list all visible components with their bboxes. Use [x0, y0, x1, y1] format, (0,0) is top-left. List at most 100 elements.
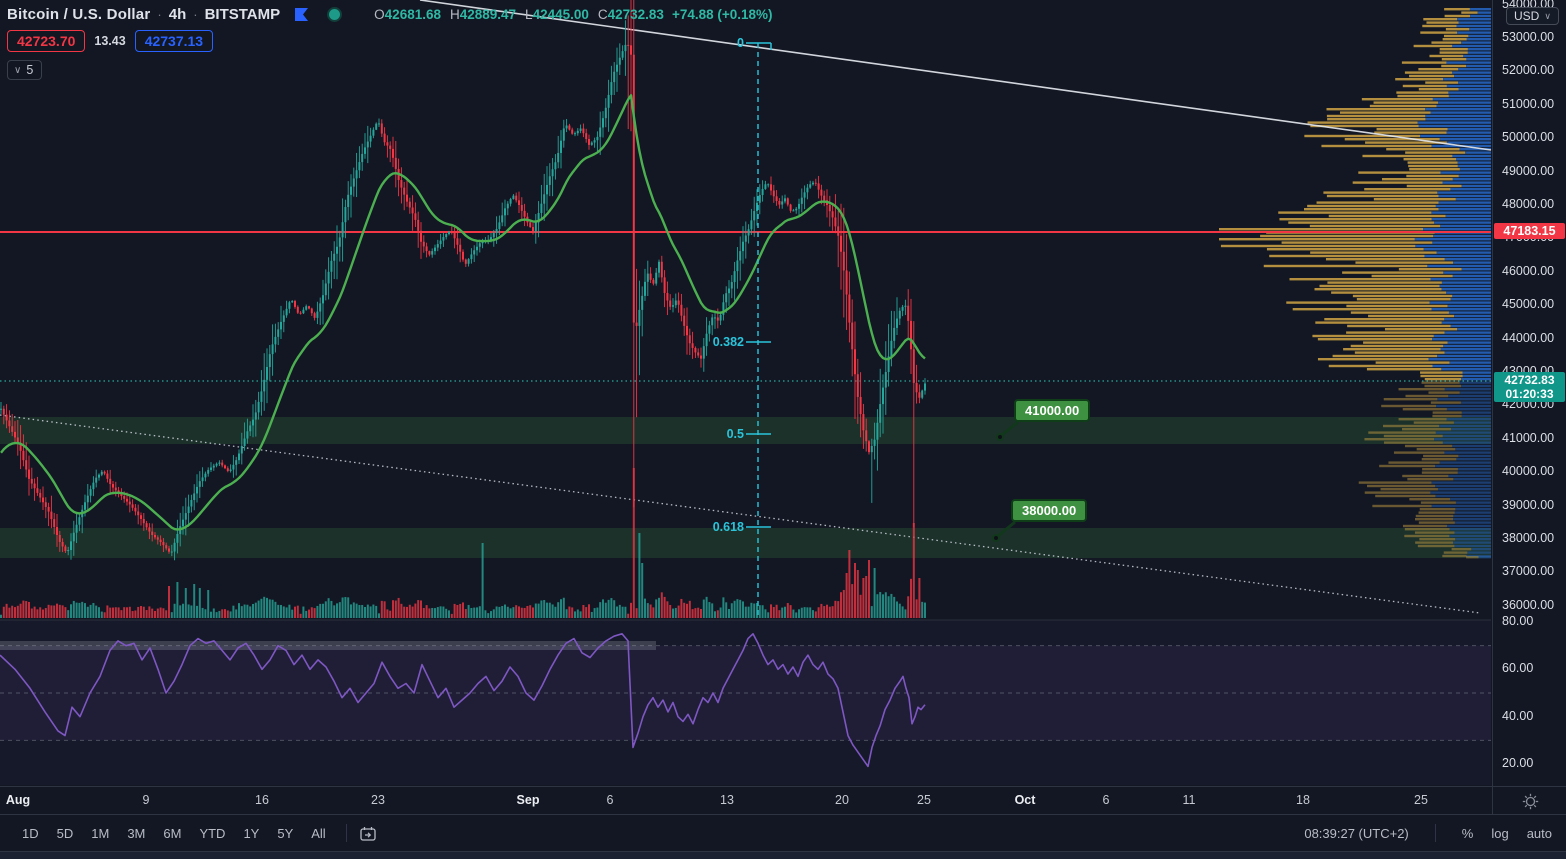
volume-layer [0, 468, 926, 618]
price-axis-label: 54000.00 [1502, 0, 1555, 11]
time-axis[interactable]: Aug 9 16 23 Sep 6 13 20 25 Oct 6 11 18 25 [0, 786, 1566, 815]
bottom-toolbar: 1D 5D 1M 3M 6M YTD 1Y 5Y All 08:39:27 (UTC+2) % … [0, 814, 1566, 851]
price-axis-label: 45000.00 [1502, 297, 1555, 312]
callout-anchor-dot [996, 433, 1004, 441]
symbol-title[interactable]: Bitcoin / U.S. Dollar [7, 6, 151, 23]
rsi-axis-label: 40.00 [1502, 708, 1534, 723]
range-button-ytd[interactable]: YTD [199, 825, 226, 841]
time-axis-label: Oct [1014, 793, 1036, 807]
clock-label[interactable]: 08:39:27 (UTC+2) [1304, 825, 1409, 841]
volume-profile-layer [1219, 8, 1491, 559]
range-button-5y[interactable]: 5Y [277, 825, 294, 841]
support-zones-layer[interactable] [0, 417, 1491, 558]
chevron-down-icon: ∨ [1544, 10, 1551, 21]
callout-tail [997, 520, 1016, 538]
price-axis-label: 40000.00 [1502, 464, 1555, 479]
time-axis-label: 13 [720, 793, 734, 807]
price-axis[interactable]: USD ∨ 47183.15 42732.83 01:20:33 54000.0… [1492, 0, 1566, 786]
fib-retracement[interactable] [746, 42, 772, 618]
market-status-icon[interactable] [327, 7, 343, 22]
callout-anchor-dot [992, 534, 1000, 542]
exchange-label[interactable]: BITSTAMP [204, 6, 281, 23]
time-axis-label: 20 [835, 793, 849, 807]
axis-settings-corner[interactable] [1492, 787, 1566, 815]
range-button-all[interactable]: All [311, 825, 326, 841]
time-axis-label: Aug [5, 793, 31, 807]
price-axis-label: 36000.00 [1502, 597, 1555, 612]
time-axis-label: 6 [606, 793, 614, 807]
sell-button[interactable]: 42723.70 [7, 30, 86, 52]
rsi-line[interactable] [0, 633, 926, 768]
price-axis-label: 51000.00 [1502, 96, 1555, 111]
price-axis-label: 41000.00 [1502, 430, 1555, 445]
rsi-axis-label: 80.00 [1502, 614, 1534, 628]
price-callout-label[interactable]: 41000.00 [1014, 399, 1091, 422]
price-callout-label[interactable]: 38000.00 [1011, 499, 1088, 522]
price-axis-label: 53000.00 [1502, 30, 1555, 44]
change-value: +74.88 (+0.18%) [671, 7, 773, 22]
time-axis-label: 11 [1182, 793, 1196, 807]
calendar-icon [360, 827, 376, 841]
range-button-1y[interactable]: 1Y [243, 825, 260, 841]
last-price-value: 42732.83 [1504, 373, 1555, 387]
candles-layer [0, 0, 926, 561]
rsi-axis-label: 20.00 [1502, 756, 1534, 770]
gear-icon [1522, 793, 1538, 809]
alert-price-label: 47183.15 [1494, 223, 1565, 239]
callout-tail [1001, 420, 1019, 437]
object-tree-toggle[interactable]: ∨ 5 [7, 60, 43, 80]
price-axis-label: 44000.00 [1502, 330, 1555, 345]
price-axis-label: 48000.00 [1502, 197, 1555, 211]
fib-level-label: 0.382 [712, 335, 744, 349]
price-axis-label: 38000.00 [1502, 531, 1555, 545]
time-axis-label: 23 [371, 793, 385, 807]
log-scale-button[interactable]: log [1491, 825, 1509, 841]
toolbar-right: 08:39:27 (UTC+2) % log auto [1304, 824, 1552, 842]
ohlc-values: O42681.68 H42889.47 L42445.00 C42732.83 [374, 7, 664, 22]
range-buttons: 1D 5D 1M 3M 6M YTD 1Y 5Y All [14, 823, 377, 844]
price-axis-label: 49000.00 [1502, 163, 1555, 178]
rsi-band-fill [0, 645, 1491, 741]
bid-ask-row: 42723.70 13.43 42737.13 [7, 30, 214, 52]
range-button-6m[interactable]: 6M [163, 825, 182, 841]
price-axis-label: 52000.00 [1502, 63, 1555, 78]
time-axis-label: Sep [516, 793, 540, 807]
range-button-3m[interactable]: 3M [127, 825, 146, 841]
rsi-highlight-zone[interactable] [0, 641, 656, 650]
time-axis-label: 25 [1414, 793, 1428, 807]
toolbar-divider [1434, 824, 1436, 842]
time-axis-label: 6 [1102, 793, 1110, 807]
fib-level-label: 0.618 [712, 520, 744, 534]
price-axis-label: 50000.00 [1502, 130, 1555, 145]
range-button-5d[interactable]: 5D [56, 825, 74, 841]
separator-dot: · [157, 7, 162, 22]
moving-average-line[interactable] [0, 94, 926, 531]
buy-button[interactable]: 42737.13 [134, 30, 214, 52]
fib-level-label: 0 [737, 36, 744, 50]
spread-value: 13.43 [94, 34, 126, 48]
flag-icon[interactable] [294, 7, 309, 22]
price-axis-label: 37000.00 [1502, 564, 1555, 579]
close-value: 42732.83 [607, 7, 664, 22]
percent-scale-button[interactable]: % [1461, 825, 1474, 841]
trendline-upper[interactable] [419, 0, 1492, 151]
rsi-axis-label: 60.00 [1502, 661, 1534, 676]
price-axis-label: 46000.00 [1502, 263, 1555, 278]
go-to-date-button[interactable] [359, 823, 377, 843]
low-value: 42445.00 [532, 7, 589, 22]
currency-dropdown[interactable]: USD ∨ [1506, 7, 1559, 25]
auto-scale-button[interactable]: auto [1526, 825, 1552, 841]
range-button-1m[interactable]: 1M [91, 825, 110, 841]
time-axis-label: 16 [255, 793, 269, 807]
symbol-legend: Bitcoin / U.S. Dollar · 4h · BITSTAMP O4… [7, 6, 773, 23]
interval-label[interactable]: 4h [168, 6, 187, 23]
main-chart-canvas[interactable] [0, 0, 1492, 786]
trendline-lower-dotted[interactable] [0, 414, 1481, 614]
separator-dot: · [193, 7, 198, 22]
fib-level-label: 0.5 [726, 427, 744, 441]
toolbar-divider [345, 824, 347, 842]
range-button-1d[interactable]: 1D [22, 825, 39, 841]
window-bottom-strip [0, 851, 1566, 859]
bar-countdown: 01:20:33 [1505, 387, 1554, 401]
